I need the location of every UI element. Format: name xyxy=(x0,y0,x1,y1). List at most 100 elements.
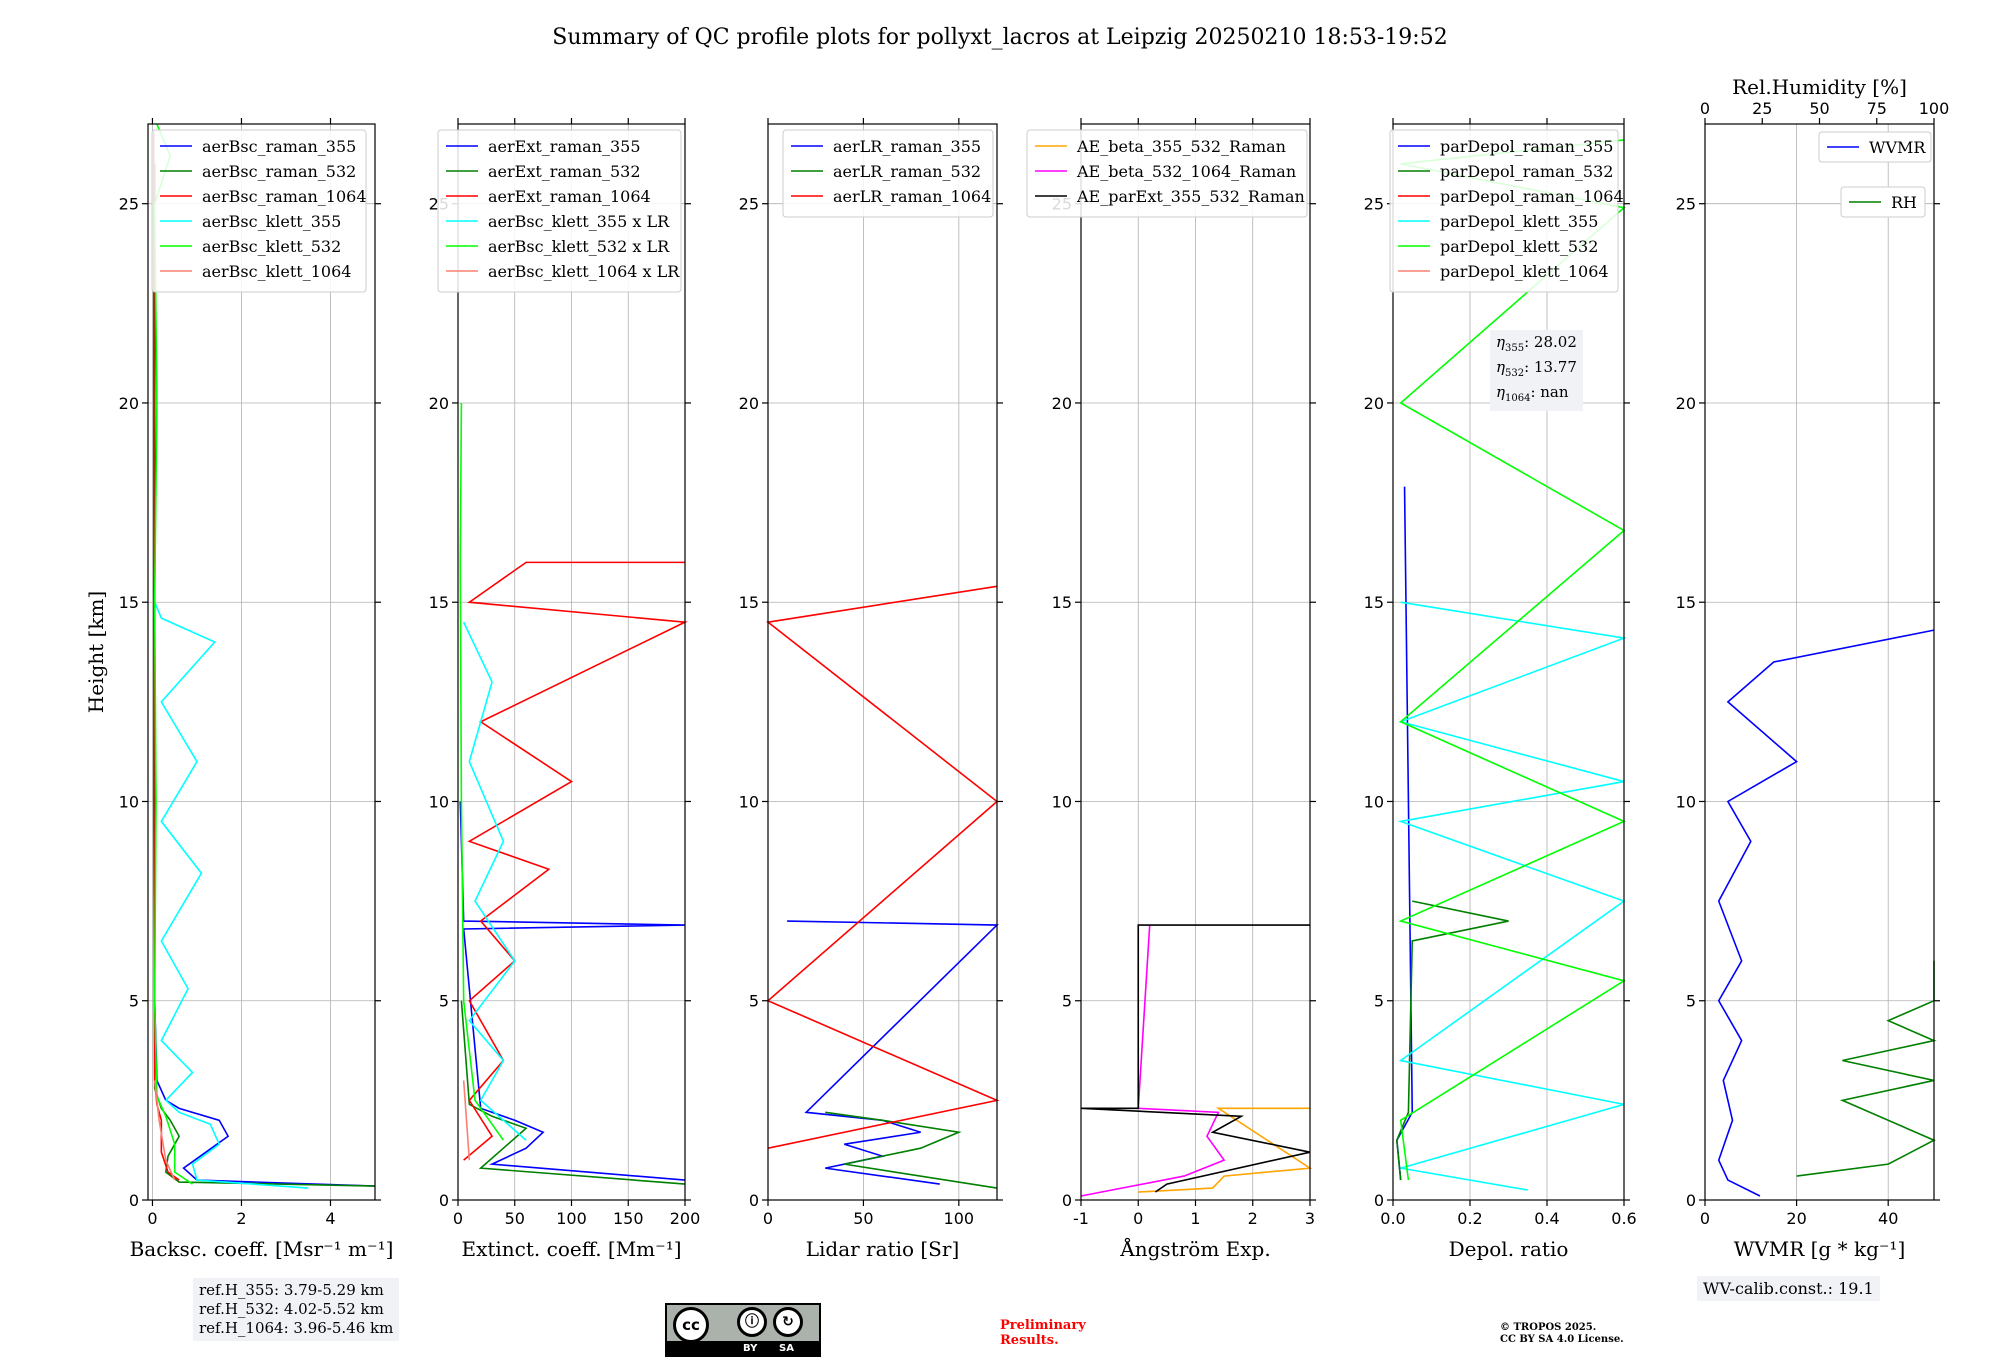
legend-label: aerBsc_klett_532 x LR xyxy=(488,237,670,256)
y-tick-label: 20 xyxy=(739,394,759,413)
series-line-AE_beta_532_1064_Raman xyxy=(1080,924,1226,1197)
axes-frame xyxy=(147,123,376,1201)
sa-share-icon: ↻ xyxy=(773,1307,803,1337)
y-tick-label: 5 xyxy=(1062,992,1072,1011)
legend-label: aerBsc_raman_355 xyxy=(202,137,356,156)
legend-box xyxy=(151,129,367,293)
legend-label: aerExt_raman_532 xyxy=(488,162,641,181)
panel-6: 0 5 10 15 20 25 0 20 40 WVMR [g * kg⁻¹] 0 25 50 75 100… xyxy=(1676,75,1950,1261)
legend-label: WVMR xyxy=(1869,138,1926,157)
series-line-aerBsc_klett_532 x LR xyxy=(459,402,505,1141)
series-line-RH xyxy=(1796,960,1937,1177)
x-tick-label: 0 xyxy=(453,1209,463,1228)
x-axis-label: Depol. ratio xyxy=(1449,1237,1569,1261)
copyright-note: © TROPOS 2025. CC BY SA 4.0 License. xyxy=(1500,1322,1624,1345)
x-tick-label: 0 xyxy=(147,1209,157,1228)
y-tick-label: 15 xyxy=(739,593,759,612)
legend-label: AE_beta_532_1064_Raman xyxy=(1076,162,1296,181)
legend-label: RH xyxy=(1891,193,1917,212)
ref-height-355: ref.H_355: 3.79-5.29 km xyxy=(199,1281,384,1299)
panel-5: 0 5 10 15 20 25 0.0 0.2 0.4 0.6 Depol. ratio parDep… xyxy=(1364,118,1637,1261)
legend-label: parDepol_raman_1064 xyxy=(1440,187,1624,206)
x-top-tick-label: 75 xyxy=(1867,99,1887,118)
y-tick-label: 5 xyxy=(1686,992,1696,1011)
y-tick-label: 15 xyxy=(1676,593,1696,612)
x-tick-label: 100 xyxy=(556,1209,587,1228)
panel-3: 0 5 10 15 20 25 0 50 100 Lidar ratio [Sr] aerLR_ra… xyxy=(739,118,1003,1261)
series-line-aerLR_raman_532 xyxy=(825,1111,998,1189)
x-tick-label: -1 xyxy=(1073,1209,1089,1228)
badge-sa-text: SA xyxy=(779,1343,794,1354)
series-line-aerLR_raman_1064 xyxy=(766,585,1000,1149)
legend-label: parDepol_raman_355 xyxy=(1440,137,1613,156)
panel-1: 0 5 10 15 20 25 0 2 4 Backsc. coeff. [Msr⁻¹ m⁻¹] a… xyxy=(119,118,394,1261)
badge-by-text: BY xyxy=(743,1343,758,1354)
series-line-aerBsc_raman_1064 xyxy=(152,131,180,1181)
legend-label: aerBsc_klett_532 xyxy=(202,237,341,256)
legend-label: aerExt_raman_1064 xyxy=(488,187,651,206)
legend-label: aerBsc_raman_1064 xyxy=(202,187,367,206)
series-line-aerExt_raman_355 xyxy=(459,801,686,1181)
x-tick-label: 50 xyxy=(853,1209,873,1228)
legend-label: aerBsc_klett_355 x LR xyxy=(488,212,670,231)
x-tick-label: 150 xyxy=(613,1209,644,1228)
y-tick-label: 0 xyxy=(749,1191,759,1210)
y-tick-label: 10 xyxy=(119,792,139,811)
series-line-AE_parExt_355_532_Raman xyxy=(1080,924,1311,1193)
x-tick-label: 2 xyxy=(1248,1209,1258,1228)
y-axis-label: Height [km] xyxy=(84,591,108,713)
x-axis-label: Extinct. coeff. [Mm⁻¹] xyxy=(461,1237,681,1261)
series-line-aerBsc_klett_1064 xyxy=(153,1080,176,1181)
by-person-icon: ⓘ xyxy=(737,1307,767,1337)
y-tick-label: 5 xyxy=(129,992,139,1011)
x-tick-label: 100 xyxy=(944,1209,975,1228)
legend-box xyxy=(1389,129,1619,293)
x-tick-label: 50 xyxy=(505,1209,525,1228)
y-tick-label: 25 xyxy=(739,195,759,214)
x-tick-label: 0.0 xyxy=(1380,1209,1405,1228)
series-line-aerLR_raman_355 xyxy=(787,920,999,1185)
series-line-parDepol_klett_355 xyxy=(1397,601,1628,1191)
series-line-aerBsc_raman_532 xyxy=(153,163,376,1187)
y-tick-label: 0 xyxy=(1062,1191,1072,1210)
y-tick-label: 10 xyxy=(1364,792,1384,811)
y-tick-label: 0 xyxy=(129,1191,139,1210)
legend-box xyxy=(1818,131,1932,163)
y-tick-label: 25 xyxy=(119,195,139,214)
y-tick-label: 10 xyxy=(1052,792,1072,811)
x-axis-label: Ångström Exp. xyxy=(1119,1236,1270,1261)
legend-label: aerBsc_klett_1064 xyxy=(202,262,351,281)
preliminary-note: Preliminary Results. xyxy=(1000,1318,1086,1348)
ref-height-box: ref.H_355: 3.79-5.29 km ref.H_532: 4.02-… xyxy=(193,1278,400,1341)
x-tick-label: 1 xyxy=(1190,1209,1200,1228)
series-line-WVMR xyxy=(1717,629,1935,1197)
y-tick-label: 0 xyxy=(1686,1191,1696,1210)
x-tick-label: 0.6 xyxy=(1611,1209,1636,1228)
y-tick-label: 10 xyxy=(1676,792,1696,811)
legend-label: aerBsc_klett_355 xyxy=(202,212,341,231)
x-tick-label: 0 xyxy=(1700,1209,1710,1228)
legend-label: aerExt_raman_355 xyxy=(488,137,641,156)
x-tick-label: 40 xyxy=(1878,1209,1898,1228)
axes-frame xyxy=(767,123,998,1201)
x-axis-label: Backsc. coeff. [Msr⁻¹ m⁻¹] xyxy=(130,1237,394,1261)
y-tick-label: 15 xyxy=(1052,593,1072,612)
series-line-AE_beta_355_532_Raman xyxy=(1138,1107,1313,1193)
y-tick-label: 20 xyxy=(429,394,449,413)
legend-label: aerLR_raman_1064 xyxy=(833,187,991,206)
legend-label: aerBsc_raman_532 xyxy=(202,162,356,181)
eta-532: η532: 13.77 xyxy=(1496,358,1577,379)
ref-height-532: ref.H_532: 4.02-5.52 km xyxy=(199,1300,384,1318)
x-tick-label: 0 xyxy=(1133,1209,1143,1228)
eta-355: η355: 28.02 xyxy=(1496,333,1577,354)
legend-label: parDepol_klett_532 xyxy=(1440,237,1598,256)
x-axis-label: Lidar ratio [Sr] xyxy=(806,1237,960,1261)
legend-label: parDepol_klett_1064 xyxy=(1440,262,1609,281)
y-tick-label: 15 xyxy=(1364,593,1384,612)
panel-2: 0510152025050100150200Extinct. coeff. [M… xyxy=(429,118,700,1261)
y-tick-label: 20 xyxy=(119,394,139,413)
legend-label: parDepol_klett_355 xyxy=(1440,212,1598,231)
legend-box xyxy=(1840,186,1926,218)
